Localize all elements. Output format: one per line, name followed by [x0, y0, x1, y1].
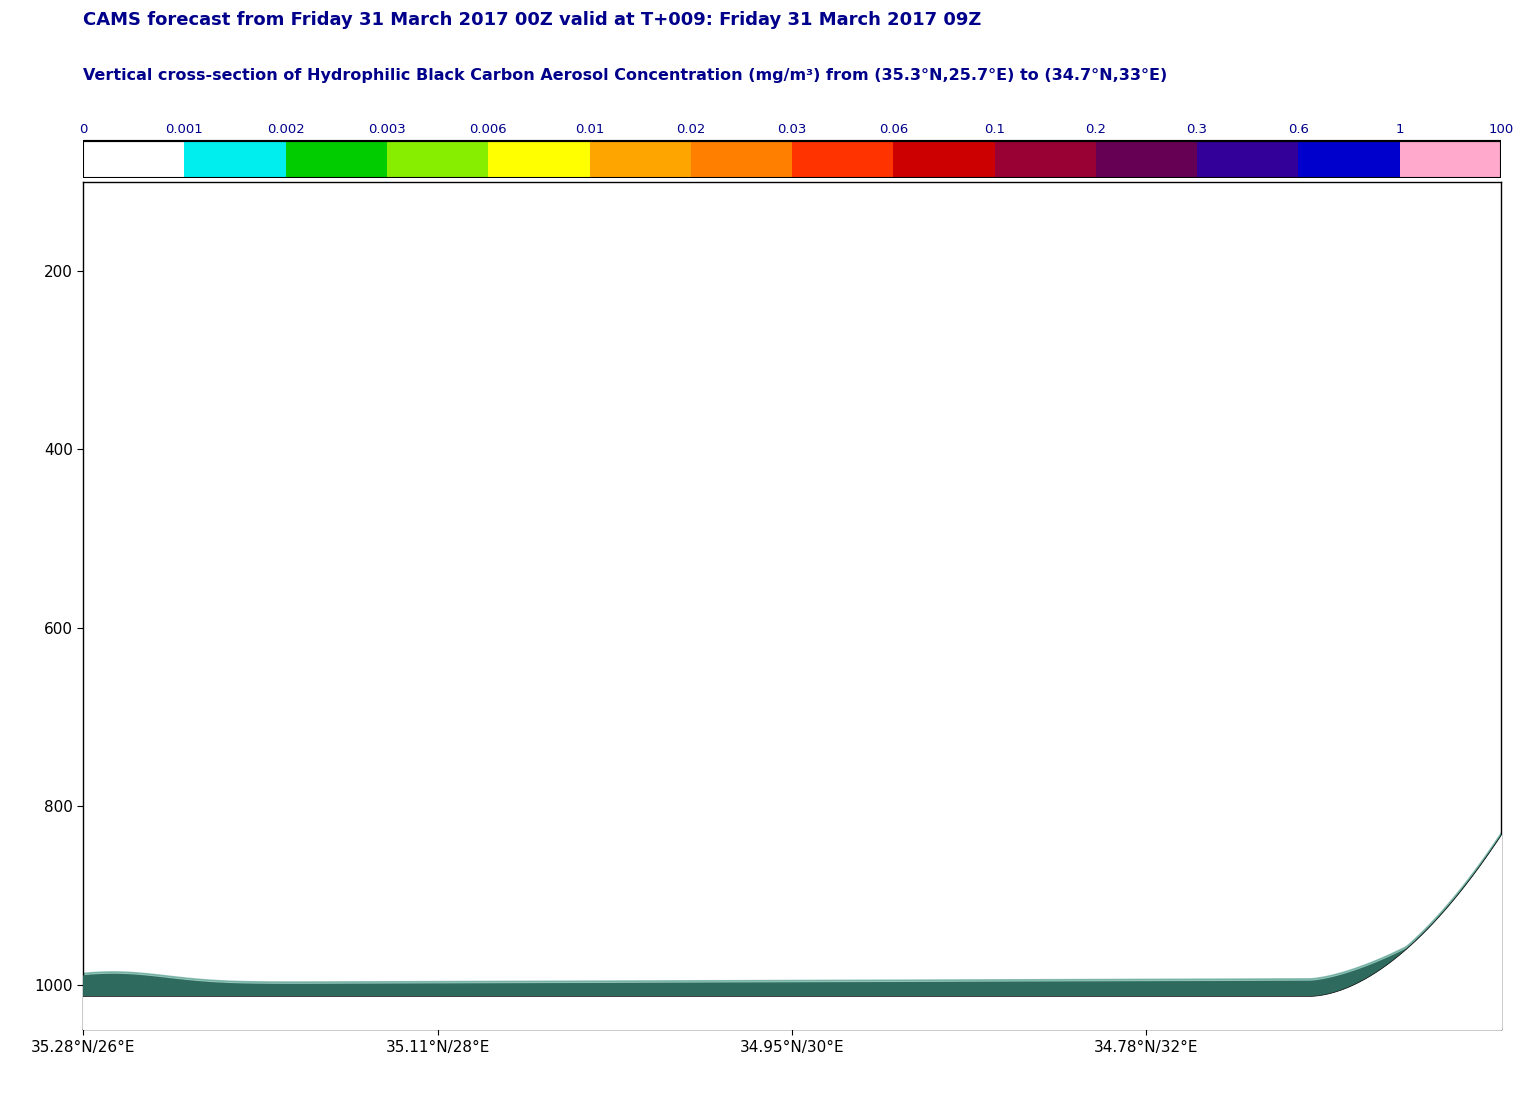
Bar: [994, 141, 1095, 178]
Bar: [1298, 141, 1400, 178]
Bar: [489, 141, 590, 178]
Text: 100: 100: [1489, 123, 1513, 137]
Text: Vertical cross-section of Hydrophilic Black Carbon Aerosol Concentration (mg/m³): Vertical cross-section of Hydrophilic Bl…: [83, 68, 1168, 84]
Text: 0.1: 0.1: [983, 123, 1005, 137]
Bar: [1095, 141, 1197, 178]
Text: 0.02: 0.02: [676, 123, 705, 137]
Bar: [1400, 141, 1501, 178]
Text: 0.006: 0.006: [469, 123, 507, 137]
Bar: [1197, 141, 1298, 178]
Bar: [590, 141, 691, 178]
Bar: [691, 141, 793, 178]
Text: 0.002: 0.002: [266, 123, 304, 137]
Text: 0.06: 0.06: [879, 123, 908, 137]
Bar: [387, 141, 489, 178]
Text: 0.003: 0.003: [368, 123, 405, 137]
Text: 0.2: 0.2: [1085, 123, 1106, 137]
Text: 0.01: 0.01: [575, 123, 604, 137]
Text: 1: 1: [1395, 123, 1404, 137]
Bar: [83, 141, 185, 178]
Bar: [286, 141, 387, 178]
Bar: [793, 141, 893, 178]
Text: CAMS forecast from Friday 31 March 2017 00Z valid at T+009: Friday 31 March 2017: CAMS forecast from Friday 31 March 2017 …: [83, 11, 982, 29]
Text: 0: 0: [79, 123, 88, 137]
Bar: [185, 141, 286, 178]
Text: 0.6: 0.6: [1288, 123, 1309, 137]
Bar: [893, 141, 994, 178]
Bar: [83, 141, 1501, 178]
Text: 0.3: 0.3: [1186, 123, 1207, 137]
Text: 0.03: 0.03: [778, 123, 806, 137]
Text: 0.001: 0.001: [165, 123, 203, 137]
